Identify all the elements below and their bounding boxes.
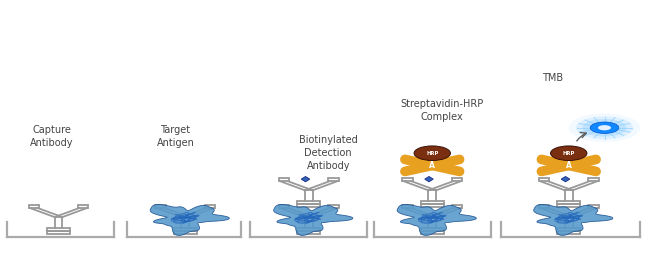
Bar xyxy=(155,205,166,208)
Text: Biotinylated
Detection
Antibody: Biotinylated Detection Antibody xyxy=(299,135,358,171)
Polygon shape xyxy=(274,205,353,235)
Bar xyxy=(297,204,320,207)
Polygon shape xyxy=(150,205,229,235)
Bar xyxy=(297,231,320,234)
Bar xyxy=(78,205,88,208)
Circle shape xyxy=(569,113,640,142)
Text: TMB: TMB xyxy=(542,73,563,83)
Circle shape xyxy=(590,122,619,133)
Text: A: A xyxy=(566,161,572,170)
Polygon shape xyxy=(425,177,433,182)
Polygon shape xyxy=(534,205,613,235)
Polygon shape xyxy=(301,177,309,182)
Bar xyxy=(174,231,197,234)
Text: HRP: HRP xyxy=(562,151,575,156)
Circle shape xyxy=(414,146,450,160)
Bar xyxy=(588,178,599,181)
Bar xyxy=(452,205,462,208)
Bar xyxy=(47,231,70,234)
Bar xyxy=(421,228,444,231)
Text: Streptavidin-HRP
Complex: Streptavidin-HRP Complex xyxy=(400,99,484,122)
Text: A: A xyxy=(429,161,436,170)
Bar xyxy=(557,231,580,234)
Bar xyxy=(421,201,444,204)
Bar xyxy=(328,178,339,181)
Bar xyxy=(297,228,320,231)
Polygon shape xyxy=(561,177,569,182)
Bar xyxy=(279,178,289,181)
Bar xyxy=(421,231,444,234)
Text: HRP: HRP xyxy=(426,151,439,156)
Bar xyxy=(205,205,215,208)
Text: Capture
Antibody: Capture Antibody xyxy=(31,125,73,148)
Bar xyxy=(328,205,339,208)
Bar xyxy=(174,228,197,231)
Bar xyxy=(402,178,413,181)
Bar xyxy=(557,228,580,231)
Bar xyxy=(588,205,599,208)
Bar xyxy=(47,228,70,231)
Text: Target
Antigen: Target Antigen xyxy=(157,125,194,148)
Polygon shape xyxy=(397,205,476,235)
Bar xyxy=(29,205,39,208)
Bar xyxy=(452,178,462,181)
Bar xyxy=(557,204,580,207)
Bar xyxy=(539,178,549,181)
Bar xyxy=(279,205,289,208)
Circle shape xyxy=(582,119,627,136)
Bar xyxy=(402,205,413,208)
Circle shape xyxy=(598,125,611,130)
Circle shape xyxy=(551,146,587,160)
Bar xyxy=(539,205,549,208)
Bar xyxy=(557,201,580,204)
Circle shape xyxy=(576,116,633,139)
Bar xyxy=(421,204,444,207)
Bar xyxy=(297,201,320,204)
